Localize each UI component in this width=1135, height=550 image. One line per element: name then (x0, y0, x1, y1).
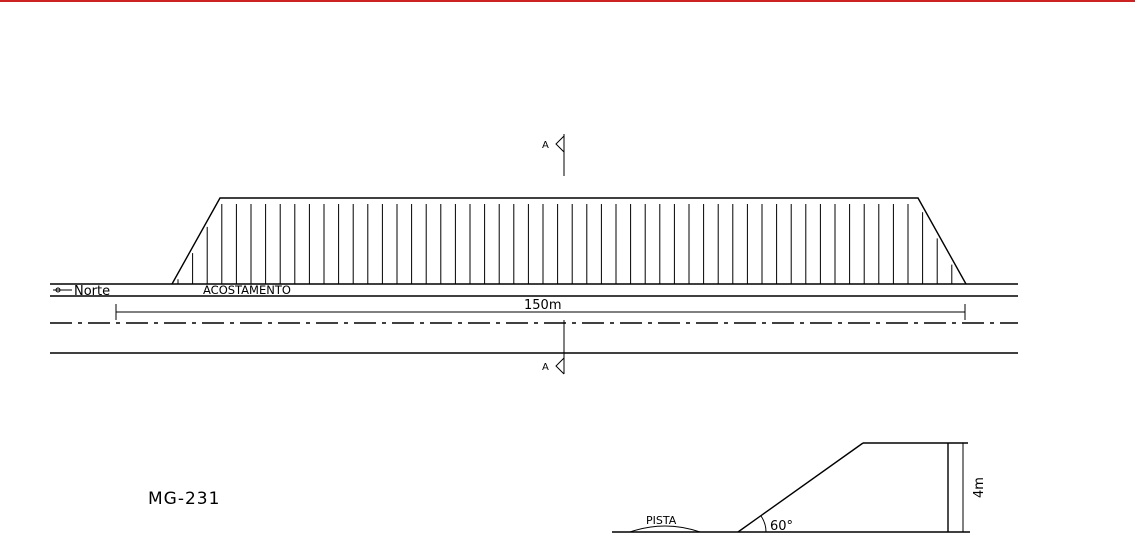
slope-line (737, 442, 864, 533)
road-code: MG-231 (148, 489, 220, 509)
plan-view: Norte ACOSTAMENTO 150m A A (50, 134, 1018, 375)
shoulder-label: ACOSTAMENTO (203, 283, 291, 297)
section-label-bottom: A (542, 362, 549, 373)
north-arrow: Norte (53, 284, 110, 299)
length-dimension: 150m (115, 298, 966, 320)
embankment-outline (171, 197, 967, 285)
angle-label: 60° (770, 519, 793, 534)
length-label: 150m (524, 298, 561, 313)
embankment-hatching (177, 204, 953, 284)
angle-arc (760, 515, 767, 533)
track-label: PISTA (646, 514, 677, 527)
top-border (0, 0, 1135, 2)
section-marker-bottom: A (542, 320, 565, 375)
north-label: Norte (74, 284, 110, 299)
track-profile (629, 525, 701, 533)
height-label: 4m (972, 477, 987, 498)
section-marker-top: A (542, 134, 565, 176)
section-label-top: A (542, 140, 549, 151)
cross-section: PISTA 60° 4m (612, 442, 987, 534)
